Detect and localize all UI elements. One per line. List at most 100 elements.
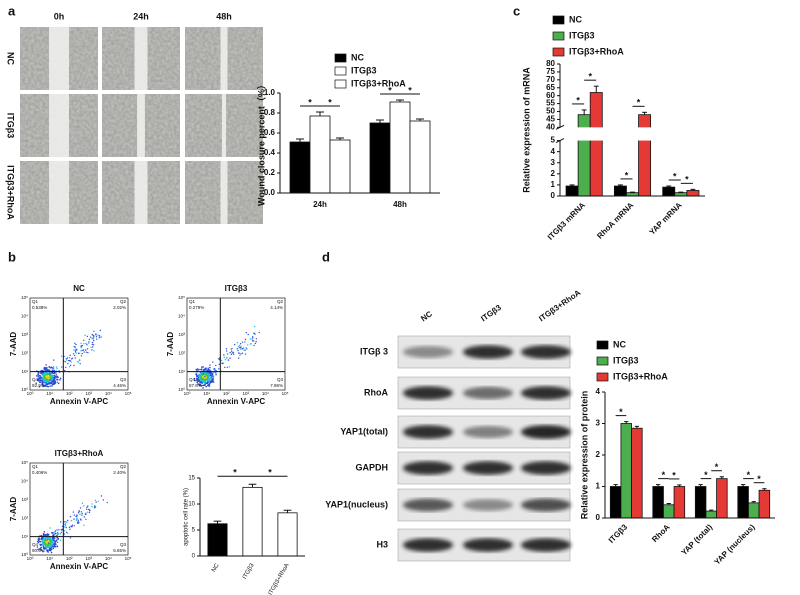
- event-dot: [43, 531, 46, 533]
- panel-label: a: [8, 3, 16, 18]
- event-dot: [72, 511, 75, 513]
- event-dot: [76, 349, 78, 351]
- event-dot: [86, 506, 88, 509]
- event-dot: [45, 544, 47, 547]
- quadrant-name: Q1: [32, 464, 39, 469]
- quadrant-percent: 92.9%: [32, 383, 45, 388]
- bar: [663, 504, 675, 519]
- event-dot: [255, 338, 258, 340]
- event-dot: [240, 345, 242, 348]
- event-dot: [89, 336, 92, 338]
- event-dot: [209, 372, 212, 374]
- x-tick-label: 10⁴: [262, 391, 269, 396]
- y-tick-label: 0.2: [264, 168, 276, 177]
- blot-band: [463, 538, 513, 552]
- event-dot: [92, 338, 94, 340]
- event-dot: [195, 373, 197, 376]
- event-dot: [70, 358, 73, 360]
- event-dot: [218, 363, 220, 365]
- quadrant-name: Q2: [120, 299, 127, 304]
- bar: [207, 523, 228, 557]
- significance-label: *: [662, 470, 666, 480]
- event-dot: [45, 366, 48, 369]
- x-tick-label: 10²: [223, 391, 230, 396]
- bar: [638, 114, 652, 197]
- event-dot: [209, 369, 211, 371]
- y-axis-label: 7-AAD: [9, 497, 18, 522]
- event-dot: [199, 374, 201, 377]
- x-tick-label: 10⁵: [125, 391, 132, 396]
- event-dot: [69, 537, 72, 539]
- event-dot: [195, 368, 198, 371]
- event-dot: [202, 369, 205, 371]
- event-dot: [206, 379, 209, 381]
- event-dot: [49, 538, 51, 541]
- event-dot: [241, 341, 244, 343]
- event-dot: [204, 380, 206, 383]
- x-tick-label: 10⁴: [105, 391, 112, 396]
- event-dot: [244, 353, 247, 355]
- event-dot: [223, 354, 225, 356]
- x-axis-label: Annexin V-APC: [207, 397, 265, 406]
- plot-frame: [186, 297, 286, 391]
- plot-frame: [29, 297, 129, 391]
- event-dot: [73, 345, 75, 348]
- blot-row-label: RhoA: [364, 387, 388, 397]
- y-tick-label: 75: [546, 67, 555, 76]
- y-tick-label: 70: [546, 75, 555, 84]
- event-dot: [86, 348, 89, 350]
- y-tick-label: 45: [546, 115, 555, 124]
- event-dot: [43, 534, 45, 537]
- significance-label: *: [233, 468, 237, 478]
- y-tick-label: 10⁵: [21, 460, 28, 465]
- event-dot: [224, 366, 226, 369]
- event-dot: [67, 519, 69, 522]
- event-dot: [38, 379, 40, 382]
- event-dot: [49, 547, 51, 550]
- significance-label: *: [637, 98, 641, 108]
- event-dot: [38, 386, 41, 388]
- legend-swatch: [334, 79, 347, 89]
- quadrant-name: Q1: [32, 299, 39, 304]
- event-dot: [88, 509, 91, 511]
- event-dot: [211, 374, 214, 376]
- event-dot: [42, 545, 45, 548]
- event-dot: [96, 338, 98, 340]
- panel-label: d: [322, 249, 330, 264]
- event-dot: [53, 537, 56, 540]
- event-dot: [63, 530, 66, 532]
- event-dot: [51, 375, 54, 377]
- event-dot: [44, 385, 47, 387]
- event-dot: [212, 380, 214, 382]
- y-tick-label: 65: [546, 83, 555, 92]
- event-dot: [212, 378, 215, 380]
- bar: [369, 122, 391, 194]
- y-tick-label: 10: [188, 502, 195, 508]
- legend-swatch: [596, 356, 609, 366]
- event-dot: [95, 335, 98, 338]
- event-dot: [92, 344, 95, 346]
- event-dot: [237, 345, 240, 348]
- legend-label: ITGβ3: [569, 30, 595, 40]
- quadrant-percent: 0.406%: [32, 470, 47, 475]
- event-dot: [53, 543, 55, 546]
- event-dot: [55, 372, 57, 374]
- event-dot: [95, 333, 97, 335]
- event-dot: [94, 505, 96, 508]
- wound-gap: [134, 161, 148, 224]
- event-dot: [231, 352, 233, 355]
- y-axis-label: 7-AAD: [9, 332, 18, 357]
- event-dot: [41, 542, 44, 545]
- event-dot: [40, 381, 42, 383]
- y-tick-label: 10⁴: [21, 479, 28, 484]
- event-dot: [59, 379, 61, 381]
- event-dot: [198, 379, 200, 382]
- x-tick-label: 10¹: [46, 556, 53, 561]
- event-dot: [35, 382, 37, 385]
- y-tick-label: 10⁰: [21, 552, 28, 557]
- event-dot: [80, 350, 82, 352]
- event-dot: [252, 337, 254, 339]
- x-tick-label: YAP (nucleus): [713, 522, 757, 566]
- event-dot: [245, 347, 247, 349]
- event-dot: [91, 341, 94, 344]
